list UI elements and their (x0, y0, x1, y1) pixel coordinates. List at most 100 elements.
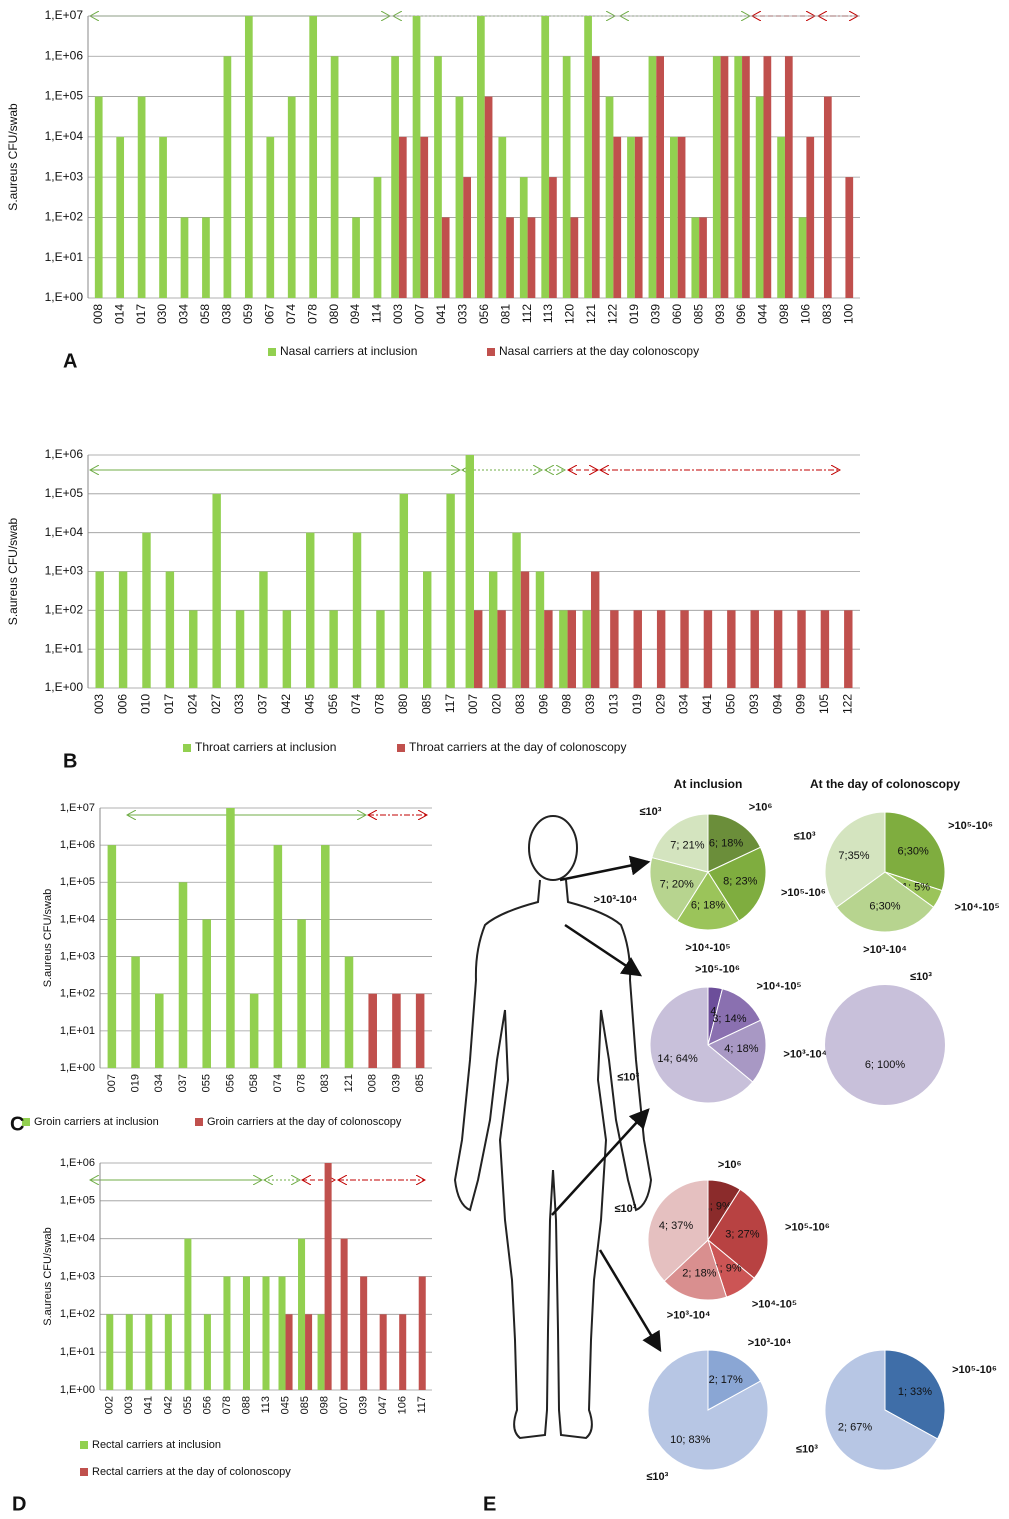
pie-category-label: ≤10³ (794, 830, 816, 842)
bar (360, 1276, 368, 1390)
y-tick-label: 1,E+05 (60, 876, 95, 888)
legend-label: Nasal carriers at the day colonoscopy (499, 344, 699, 358)
bar (262, 1276, 270, 1390)
x-tick-label: 059 (241, 304, 255, 324)
bar (535, 571, 545, 688)
pie-category-label: >10⁵-10⁶ (948, 820, 993, 832)
legend-label: Groin carriers at inclusion (34, 1116, 159, 1128)
pie-value-label: 3; 27% (725, 1228, 759, 1240)
bar (259, 571, 268, 688)
bar (712, 56, 721, 299)
x-tick-label: 008 (367, 1074, 379, 1092)
bar (582, 610, 591, 688)
bar (441, 217, 450, 298)
bar (379, 1314, 387, 1390)
pie-value-label: 1; 9% (713, 1263, 741, 1275)
x-tick-label: 113 (260, 1396, 272, 1414)
pie-category-label: ≤10³ (617, 1071, 639, 1083)
bar (278, 1276, 286, 1390)
x-tick-label: 039 (358, 1396, 370, 1414)
bar (844, 610, 853, 688)
bar (399, 493, 409, 688)
bar (633, 610, 642, 688)
pie-value-label: 7; 20% (660, 878, 694, 890)
legend-label: Rectal carriers at inclusion (92, 1439, 221, 1451)
legend-swatch (80, 1441, 88, 1449)
bar (541, 16, 550, 298)
x-tick-label: 085 (691, 304, 705, 324)
legend-label: Nasal carriers at inclusion (280, 344, 417, 358)
bar (282, 610, 292, 688)
bar (798, 217, 807, 298)
bar (806, 136, 815, 298)
bar (497, 610, 506, 688)
bar (498, 136, 507, 298)
x-tick-label: 013 (607, 694, 621, 714)
bar (287, 96, 296, 298)
bar (107, 845, 117, 1068)
pie-category-label: ≤10³ (910, 971, 932, 983)
x-tick-label: 027 (209, 694, 223, 714)
x-tick-label: 085 (419, 694, 433, 714)
x-tick-label: 122 (606, 304, 620, 324)
bar (477, 16, 485, 298)
bar (418, 1276, 426, 1390)
bar (94, 96, 103, 298)
pie-slice (649, 856, 709, 922)
bar (244, 16, 253, 298)
x-tick-label: 017 (162, 694, 176, 714)
bar (330, 56, 339, 299)
bar (634, 136, 643, 298)
x-tick-label: 014 (112, 304, 126, 324)
bar (305, 1314, 313, 1390)
bar (605, 96, 614, 298)
x-tick-label: 017 (134, 304, 148, 324)
pie-value-label: 6; 18% (709, 838, 743, 850)
bar (777, 136, 785, 298)
x-tick-label: 106 (397, 1396, 409, 1414)
bar (212, 493, 221, 688)
bar (189, 610, 198, 688)
panel-label: C (10, 1113, 24, 1135)
y-tick-label: 1,E+05 (45, 89, 84, 103)
legend-label: Groin carriers at the day of colonoscopy (207, 1116, 402, 1128)
x-tick-label: 055 (201, 1074, 213, 1092)
bar (412, 16, 421, 298)
x-tick-label: 060 (670, 304, 684, 324)
x-tick-label: 122 (840, 694, 854, 714)
y-tick-label: 1,E+03 (60, 950, 95, 962)
bar (420, 136, 429, 298)
bar (398, 136, 407, 298)
pie-category-label: >10³-10⁴ (748, 1337, 792, 1349)
x-tick-label: 030 (155, 304, 169, 324)
bar (184, 1238, 192, 1390)
bar (755, 96, 764, 298)
x-tick-label: 121 (343, 1074, 355, 1092)
bar (677, 136, 686, 298)
bar (763, 56, 772, 299)
bar (352, 532, 362, 688)
bar (368, 993, 377, 1068)
bar (118, 571, 128, 688)
pie-value-label: 6;30% (869, 901, 900, 913)
y-tick-label: 1,E+06 (45, 447, 84, 461)
x-tick-label: 020 (490, 694, 504, 714)
pie-category-label: >10³-10⁴ (594, 894, 638, 906)
x-tick-label: 078 (305, 304, 319, 324)
x-tick-label: 045 (302, 694, 316, 714)
x-tick-label: 083 (820, 304, 834, 324)
bar (656, 56, 664, 299)
pie-slice (835, 871, 935, 933)
y-tick-label: 1,E+02 (45, 603, 84, 617)
pie-value-label: 7; 21% (670, 839, 704, 851)
y-tick-label: 1,E+03 (60, 1270, 95, 1282)
x-tick-label: 074 (284, 304, 298, 324)
x-tick-label: 113 (541, 304, 555, 323)
legend-label: Throat carriers at the day of colonoscop… (409, 740, 626, 754)
y-tick-label: 1,E+01 (45, 250, 84, 264)
bar (699, 217, 707, 298)
x-tick-label: 121 (584, 304, 598, 324)
legend-label: Throat carriers at inclusion (195, 740, 336, 754)
x-tick-label: 037 (177, 1074, 189, 1092)
